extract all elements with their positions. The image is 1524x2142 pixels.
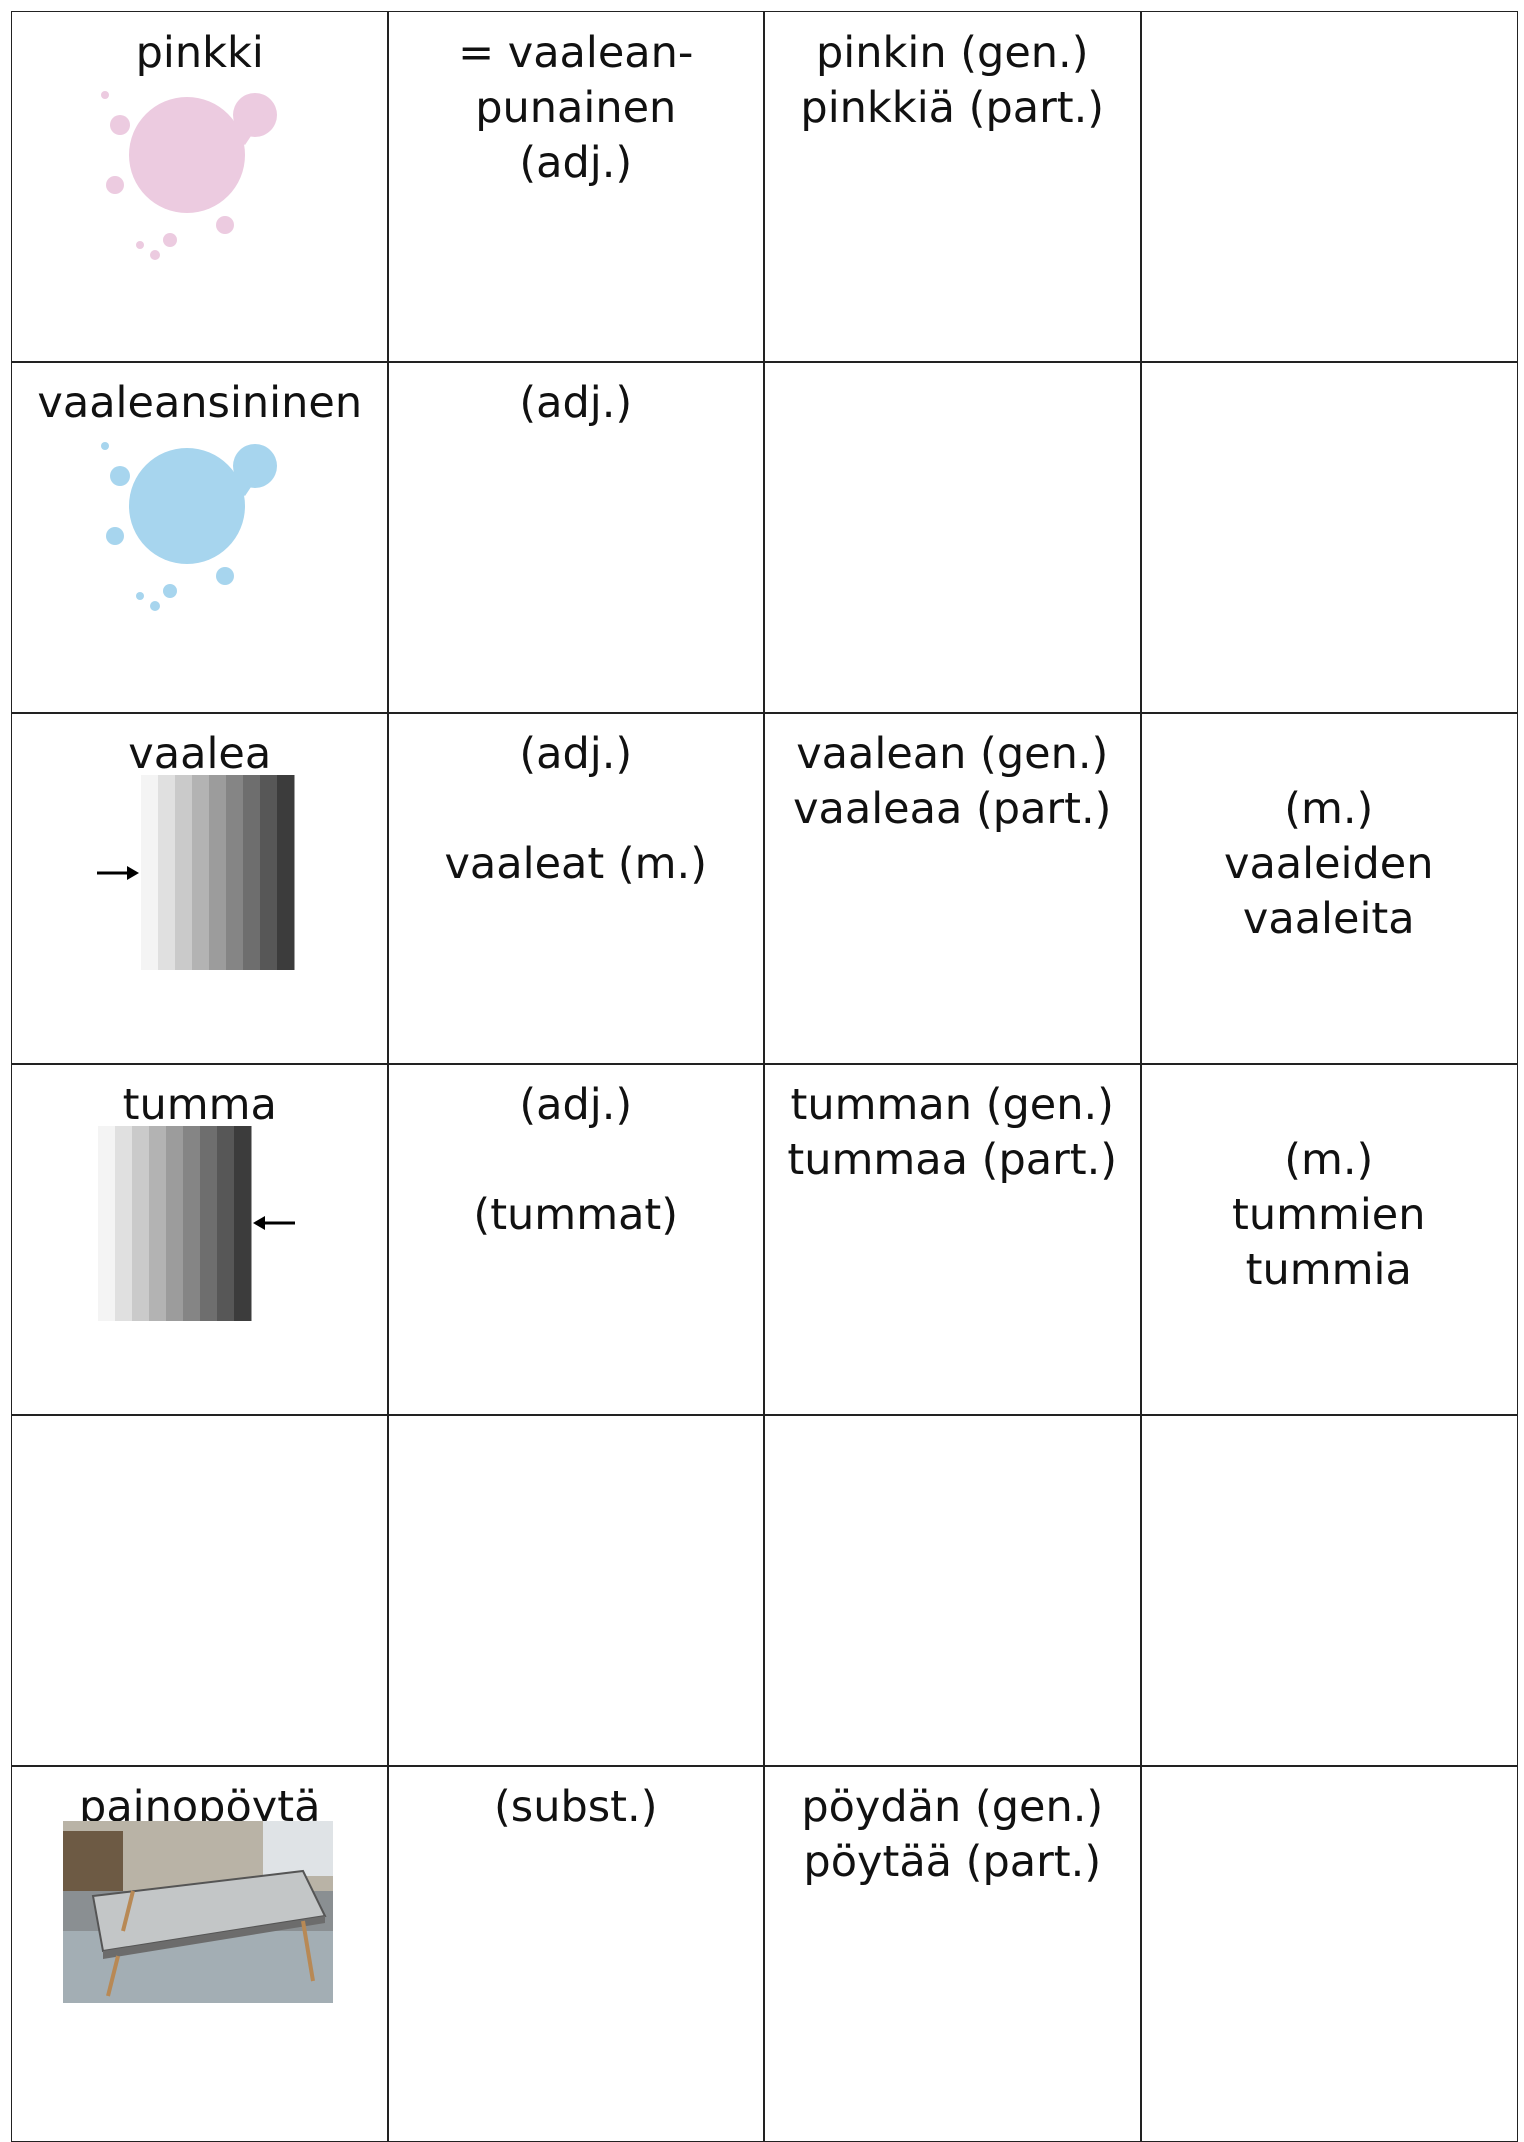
table-cell: pinkin (gen.) pinkkiä (part.) (763, 11, 1142, 363)
cell-text: tumman (gen.) (790, 1080, 1114, 1130)
table-cell: (adj.) (tummat) (387, 1063, 765, 1416)
table-cell: (adj.) vaaleat (m.) (387, 712, 765, 1065)
cell-text: pöydän (gen.) (801, 1782, 1104, 1832)
table-cell (763, 361, 1142, 714)
gray-stripe (115, 1126, 133, 1321)
table-cell (11, 1414, 389, 1767)
cell-text: = vaalean- (458, 28, 694, 78)
cell-text: pöytää (part.) (803, 1837, 1102, 1887)
table-cell (1140, 11, 1518, 363)
table-cell: pinkki (11, 11, 389, 363)
cell-text: (tummat) (473, 1190, 679, 1240)
table-cell (1140, 1765, 1518, 2142)
table-cell (387, 1414, 765, 1767)
gray-stripe (132, 1126, 150, 1321)
cell-text: vaaleat (m.) (444, 839, 708, 889)
cell-text: vaaleaa (part.) (793, 784, 1112, 834)
table-cell (763, 1414, 1142, 1767)
gray-scale-dark (98, 1126, 295, 1321)
table-cell: vaalean (gen.) vaaleaa (part.) (763, 712, 1142, 1065)
cell-text: vaaleansininen (37, 378, 363, 428)
table-cell: = vaalean-punainen (adj.) (387, 11, 765, 363)
cell-text: (m.) (1284, 784, 1374, 834)
table-cell (1140, 1414, 1518, 1767)
gray-stripe (166, 1126, 184, 1321)
gray-stripe (183, 1126, 201, 1321)
table-cell: tumma (11, 1063, 389, 1416)
table-cell: pöydän (gen.) pöytää (part.) (763, 1765, 1142, 2142)
gray-stripe (234, 1126, 252, 1321)
table-cell: vaaleansininen (11, 361, 389, 714)
cell-text: vaalean (gen.) (796, 729, 1109, 779)
table-photo (63, 1821, 333, 2003)
cell-text: vaaleiden (1224, 839, 1434, 889)
cell-text: vaaleita (1242, 894, 1415, 944)
gray-stripe (141, 775, 159, 970)
table-cell (1140, 361, 1518, 714)
cell-text: tummien (1231, 1190, 1426, 1240)
table-cell: (m.) tummien tummia (1140, 1063, 1518, 1416)
cell-text: tummaa (part.) (787, 1135, 1118, 1185)
cell-text: (adj.) (519, 378, 633, 428)
cell-text: pinkki (135, 28, 264, 78)
gray-stripe (217, 1126, 235, 1321)
gray-stripe (260, 775, 278, 970)
gray-stripe (158, 775, 176, 970)
gray-stripe (175, 775, 193, 970)
cell-text: (adj.) (519, 138, 633, 188)
cell-text: (adj.) (519, 1080, 633, 1130)
pink-splat (101, 91, 277, 260)
table-cell: (m.) vaaleiden vaaleita (1140, 712, 1518, 1065)
cell-text: (adj.) (519, 729, 633, 779)
table-cell: tumman (gen.) tummaa (part.) (763, 1063, 1142, 1416)
table-cell: (adj.) (387, 361, 765, 714)
table-cell: (subst.) (387, 1765, 765, 2142)
gray-stripe (149, 1126, 167, 1321)
gray-stripe (98, 1126, 116, 1321)
cell-text: (m.) (1284, 1135, 1374, 1185)
gray-stripe (243, 775, 261, 970)
gray-stripe (226, 775, 244, 970)
cell-text: punainen (475, 83, 677, 133)
cell-text: (subst.) (494, 1782, 658, 1832)
spacer (388, 1133, 764, 1188)
blue-splat (101, 442, 277, 611)
cell-text: pinkin (gen.) (816, 28, 1089, 78)
cell-text: pinkkiä (part.) (800, 83, 1105, 133)
spacer (388, 782, 764, 837)
gray-stripe (192, 775, 210, 970)
gray-stripe (200, 1126, 218, 1321)
table-cell: vaalea (11, 712, 389, 1065)
spacer (1141, 727, 1517, 782)
cell-text: vaalea (128, 729, 272, 779)
gray-stripe (277, 775, 295, 970)
gray-stripe (209, 775, 227, 970)
cell-text: tumma (122, 1080, 277, 1130)
gray-scale-light (97, 775, 295, 970)
spacer (1141, 1078, 1517, 1133)
cell-text: tummia (1245, 1245, 1412, 1295)
